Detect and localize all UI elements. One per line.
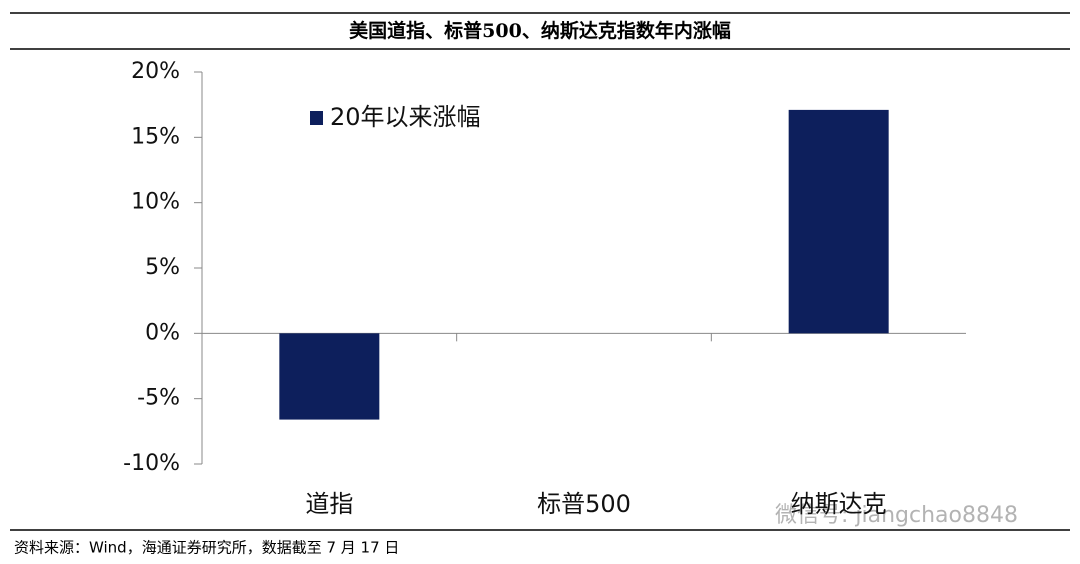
bar [279, 333, 380, 420]
x-tick-label: 道指 [305, 490, 353, 518]
y-tick-label: 0% [145, 320, 180, 345]
y-tick-label: 15% [131, 124, 180, 149]
y-tick-label: -10% [123, 451, 180, 476]
x-tick-label: 纳斯达克 [791, 490, 887, 518]
bar [788, 109, 889, 334]
legend-label: 20年以来涨幅 [330, 103, 481, 131]
watermark: 微信号: jiangchao8848 [775, 503, 1018, 528]
chart-title: 美国道指、标普500、纳斯达克指数年内涨幅 [349, 19, 731, 42]
y-tick-label: 20% [131, 59, 180, 84]
y-tick-label: -5% [137, 386, 180, 411]
legend-swatch [310, 111, 323, 125]
source-note: 资料来源：Wind，海通证券研究所，数据截至 7 月 17 日 [14, 539, 399, 557]
x-tick-label: 标普500 [537, 490, 631, 518]
y-tick-label: 5% [145, 255, 180, 280]
y-tick-label: 10% [131, 190, 180, 215]
